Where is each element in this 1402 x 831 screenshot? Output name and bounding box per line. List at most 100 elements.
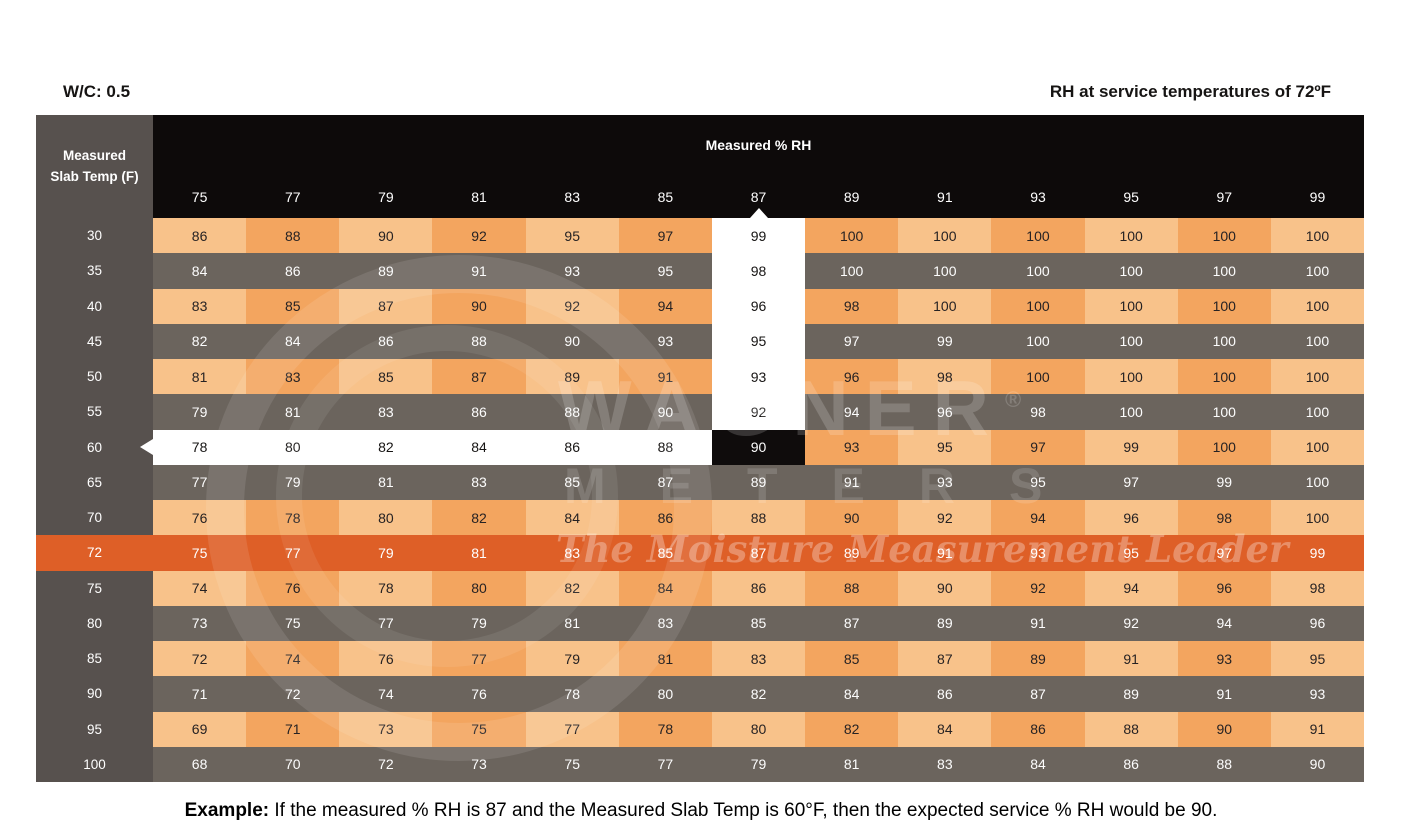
- column-label: 95: [1123, 189, 1139, 205]
- table-row: 95 69 71 73 75 77 78 80 82 84 86 88 90 91: [36, 711, 1365, 747]
- row-header: 50: [36, 359, 153, 395]
- table-cell: 93: [618, 323, 712, 359]
- row-header: 60: [36, 429, 153, 465]
- row-header: 100: [36, 746, 153, 782]
- row-header: 85: [36, 641, 153, 677]
- table-row: 40 83 85 87 90 92 94 96 98 100 100 100 100 100: [36, 288, 1365, 324]
- table-cell: 88: [525, 394, 619, 430]
- table-cell: 87: [898, 641, 992, 677]
- row-header: 72: [36, 535, 153, 571]
- table-cell: 91: [1270, 711, 1365, 747]
- row-header: 80: [36, 605, 153, 641]
- table-cell: 91: [898, 535, 992, 571]
- table-cell: 100: [805, 218, 899, 254]
- column-header-band: Measured % RH 75 77 79 81 83 85 87 89 91 93 95 97 99: [153, 115, 1364, 218]
- column-label: 75: [191, 189, 208, 205]
- table-cell: 96: [1177, 570, 1271, 606]
- table-cell: 100: [1270, 323, 1365, 359]
- table-cell: 76: [246, 570, 340, 606]
- table-cell: 77: [339, 605, 433, 641]
- table-cell: 80: [246, 429, 340, 465]
- table-cell: 84: [805, 676, 899, 712]
- table-cell: 80: [618, 676, 712, 712]
- row-header-title: Measured Slab Temp (F): [36, 115, 153, 218]
- row-header: 70: [36, 500, 153, 536]
- table-cell: 86: [246, 253, 340, 289]
- table-cell: 93: [898, 464, 992, 500]
- row-header: 45: [36, 323, 153, 359]
- table-cell: 76: [432, 676, 526, 712]
- table-cell: 90: [339, 218, 433, 254]
- column-labels: 75 77 79 81 83 85 87 89 91 93 95 97 99: [153, 189, 1364, 205]
- table-cell: 100: [1270, 253, 1365, 289]
- row-header: 55: [36, 394, 153, 430]
- column-label: 79: [378, 189, 394, 205]
- table-cell: 92: [525, 288, 619, 324]
- table-cell: 90: [525, 323, 619, 359]
- table-cell: 100: [991, 359, 1085, 395]
- table-row: 90 71 72 74 76 78 80 82 84 86 87 89 91 93: [36, 676, 1365, 712]
- table-header: Measured Slab Temp (F) Measured % RH 75 7…: [36, 115, 1364, 218]
- table-cell: 86: [711, 570, 806, 606]
- table-cell: 77: [153, 464, 247, 500]
- table-cell: 94: [618, 288, 712, 324]
- table-cell: 89: [525, 359, 619, 395]
- table-cell: 93: [711, 359, 806, 395]
- table-cell: 100: [898, 218, 992, 254]
- table-cell: 96: [711, 288, 806, 324]
- table-cell: 89: [991, 641, 1085, 677]
- table-cell: 100: [1177, 218, 1271, 254]
- table-cell: 83: [339, 394, 433, 430]
- table-cell: 73: [339, 711, 433, 747]
- table-cell: 83: [246, 359, 340, 395]
- table-row: 100 68 70 72 73 75 77 79 81 83 84 86 88 90: [36, 746, 1365, 782]
- column-group-label: Measured % RH: [705, 137, 812, 153]
- table-cell: 100: [1270, 500, 1365, 536]
- table-cell: 97: [1177, 535, 1271, 571]
- table-cell: 80: [432, 570, 526, 606]
- table-cell: 79: [153, 394, 247, 430]
- table-cell: 82: [711, 676, 806, 712]
- table-cell: 81: [246, 394, 340, 430]
- table-cell: 86: [339, 323, 433, 359]
- table-cell: 81: [153, 359, 247, 395]
- table-cell: 90: [711, 429, 806, 465]
- table-cell: 83: [711, 641, 806, 677]
- table-cell: 95: [1084, 535, 1178, 571]
- table-cell: 85: [805, 641, 899, 677]
- table-cell: 100: [1270, 394, 1365, 430]
- table-cell: 94: [805, 394, 899, 430]
- column-label: 93: [1030, 189, 1046, 205]
- table-cell: 74: [153, 570, 247, 606]
- table-cell: 87: [618, 464, 712, 500]
- table-cell: 70: [246, 746, 340, 782]
- top-titles: W/C: 0.5 RH at service temperatures of 7…: [0, 82, 1402, 106]
- table-cell: 99: [711, 218, 806, 254]
- table-cell: 92: [1084, 605, 1178, 641]
- table-cell: 98: [991, 394, 1085, 430]
- table-cell: 91: [991, 605, 1085, 641]
- column-label: 99: [1309, 189, 1326, 205]
- column-label: 97: [1216, 189, 1233, 205]
- row-header-title-line1: Measured: [62, 147, 127, 163]
- table-cell: 87: [991, 676, 1085, 712]
- table-cell: 75: [246, 605, 340, 641]
- column-label: 89: [843, 189, 860, 205]
- table-cell: 100: [1084, 253, 1178, 289]
- table-cell: 77: [525, 711, 619, 747]
- column-label: 85: [657, 189, 674, 205]
- table-cell: 99: [898, 323, 992, 359]
- table-cell: 100: [1177, 253, 1271, 289]
- table-cell: 94: [991, 500, 1085, 536]
- row-header: 40: [36, 288, 153, 324]
- column-label: 77: [284, 189, 301, 205]
- table-cell: 100: [1177, 288, 1271, 324]
- table-cell: 100: [1270, 359, 1365, 395]
- table-cell: 83: [898, 746, 992, 782]
- table-cell: 79: [246, 464, 340, 500]
- table-cell: 91: [805, 464, 899, 500]
- table-cell: 90: [805, 500, 899, 536]
- table-cell: 93: [1270, 676, 1365, 712]
- table-cell: 100: [1177, 394, 1271, 430]
- table-cell: 85: [525, 464, 619, 500]
